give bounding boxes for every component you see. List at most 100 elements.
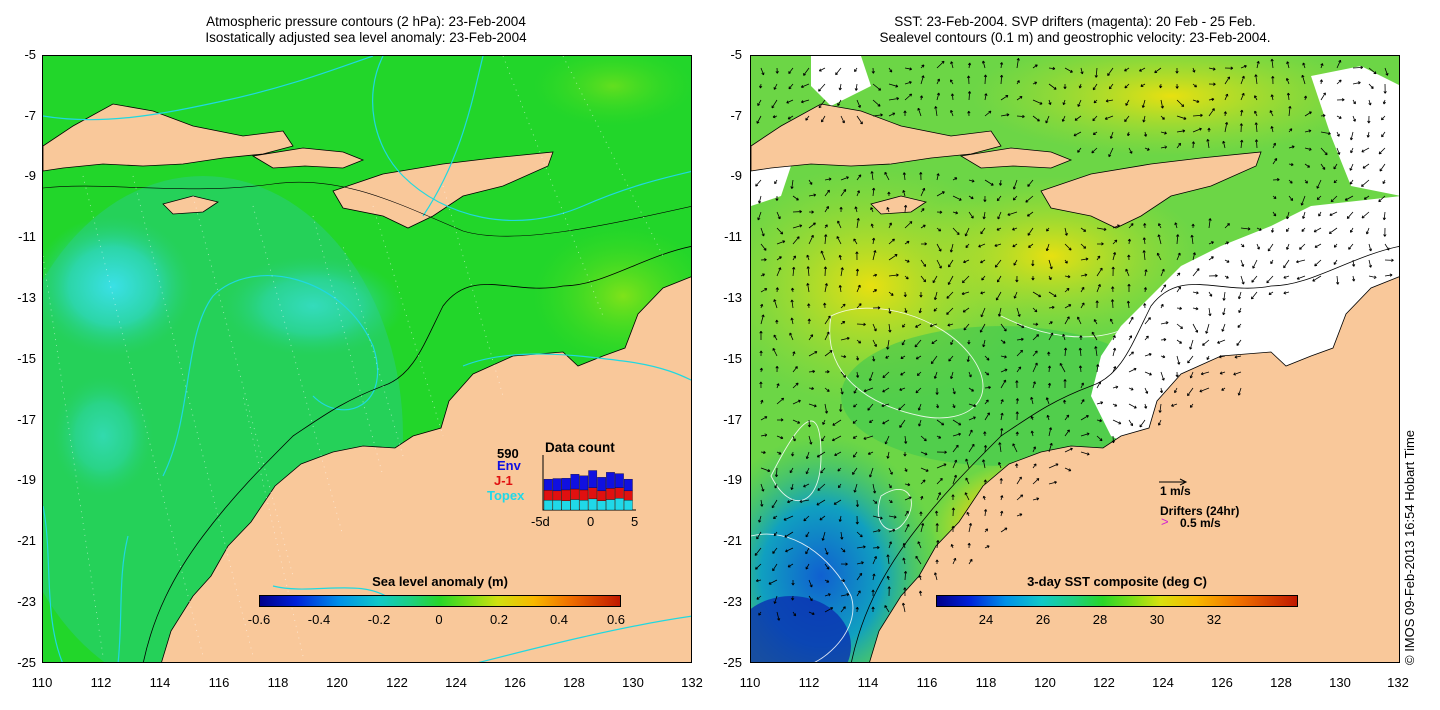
velocity-arrow: [1032, 99, 1043, 105]
velocity-arrow: [856, 339, 862, 344]
velocity-arrow: [772, 347, 778, 357]
velocity-arrow: [808, 435, 813, 445]
data-count-bar-segment: [579, 475, 589, 491]
velocity-arrow: [950, 371, 954, 380]
velocity-arrow: [1362, 163, 1370, 169]
velocity-arrow: [824, 607, 834, 613]
velocity-arrow: [1176, 339, 1182, 344]
velocity-arrow: [1096, 364, 1100, 373]
velocity-arrow: [1240, 109, 1244, 117]
velocity-arrow: [1156, 252, 1162, 261]
velocity-arrow: [952, 474, 958, 485]
velocity-arrow: [831, 435, 842, 442]
velocity-arrow: [756, 595, 762, 600]
velocity-arrow: [817, 483, 826, 491]
velocity-arrow: [1143, 303, 1147, 309]
velocity-arrow: [855, 355, 860, 361]
velocity-arrow: [790, 483, 794, 490]
velocity-arrow: [1174, 222, 1178, 229]
sst-map[interactable]: [750, 55, 1400, 663]
left-y-tick: -19: [17, 472, 36, 487]
velocity-arrow: [1175, 83, 1179, 89]
sea-level-anomaly-map[interactable]: [42, 55, 692, 663]
velocity-arrow: [1143, 287, 1148, 293]
right-title-line2: Sealevel contours (0.1 m) and geostrophi…: [879, 30, 1271, 45]
velocity-arrow: [1140, 83, 1146, 87]
velocity-arrow: [968, 211, 974, 219]
velocity-arrow: [1160, 338, 1167, 342]
velocity-arrow: [980, 227, 986, 235]
velocity-arrow: [1080, 399, 1085, 405]
velocity-arrow: [840, 176, 849, 181]
velocity-arrow: [759, 330, 763, 341]
velocity-arrow: [1031, 275, 1035, 281]
velocity-arrow: [1144, 269, 1148, 277]
velocity-arrow: [1333, 163, 1338, 170]
data-count-bar-segment: [552, 499, 562, 511]
velocity-arrow: [1352, 275, 1356, 282]
velocity-arrow: [886, 206, 890, 213]
velocity-arrow: [791, 579, 795, 586]
velocity-arrow: [1288, 128, 1293, 133]
velocity-arrow: [1330, 195, 1338, 203]
velocity-arrow: [1111, 286, 1115, 293]
velocity-arrow: [1218, 355, 1226, 359]
velocity-arrow: [1061, 115, 1066, 122]
velocity-arrow: [1381, 131, 1386, 138]
velocity-arrow: [999, 74, 1004, 85]
sla-tick: -0.2: [367, 612, 391, 627]
velocity-arrow: [968, 416, 976, 421]
velocity-arrow: [1224, 76, 1231, 85]
velocity-arrow: [792, 224, 803, 229]
velocity-arrow: [1160, 371, 1165, 381]
right-x-tick: 126: [1211, 675, 1233, 690]
velocity-arrow: [1269, 110, 1274, 117]
left-y-tick: -23: [17, 594, 36, 609]
velocity-arrow: [863, 387, 874, 393]
velocity-arrow: [773, 83, 778, 90]
velocity-arrow: [1078, 83, 1082, 89]
velocity-arrow: [760, 433, 768, 437]
velocity-arrow: [1336, 59, 1342, 69]
velocity-arrow: [776, 211, 781, 220]
velocity-arrow: [1015, 398, 1020, 405]
velocity-arrow: [838, 285, 842, 293]
velocity-arrow: [961, 291, 970, 296]
left-y-tick: -17: [17, 412, 36, 427]
velocity-arrow: [888, 238, 895, 245]
left-x-tick: 132: [681, 675, 703, 690]
velocity-arrow: [1333, 243, 1338, 248]
velocity-arrow: [951, 494, 955, 501]
velocity-arrow: [1288, 105, 1292, 117]
velocity-arrow: [1176, 323, 1184, 329]
velocity-arrow: [1080, 302, 1085, 309]
velocity-arrow: [899, 387, 906, 391]
velocity-arrow: [807, 419, 812, 428]
velocity-arrow: [1111, 266, 1115, 277]
velocity-arrow: [1096, 227, 1107, 231]
velocity-arrow: [1191, 141, 1195, 149]
velocity-arrow: [760, 288, 768, 293]
velocity-arrow: [832, 419, 842, 426]
velocity-arrow: [963, 259, 970, 264]
velocity-arrow: [1286, 227, 1290, 232]
velocity-arrow: [1176, 142, 1182, 149]
velocity-arrow: [1109, 318, 1114, 325]
velocity-arrow: [1286, 243, 1290, 250]
velocity-arrow: [840, 354, 847, 359]
velocity-arrow: [888, 467, 893, 475]
velocity-arrow: [784, 531, 794, 538]
velocity-arrow: [776, 256, 782, 261]
velocity-arrow: [1221, 323, 1226, 332]
velocity-arrow: [885, 355, 890, 359]
data-count-bar-segment: [597, 477, 606, 492]
velocity-arrow: [1032, 463, 1037, 469]
velocity-arrow: [1176, 272, 1181, 277]
velocity-arrow: [984, 528, 989, 533]
velocity-arrow: [886, 339, 890, 350]
velocity-arrow: [783, 515, 794, 521]
velocity-arrow: [1240, 64, 1247, 69]
velocity-arrow: [840, 336, 850, 341]
velocity-arrow: [1032, 497, 1040, 501]
velocity-arrow: [1240, 275, 1245, 285]
